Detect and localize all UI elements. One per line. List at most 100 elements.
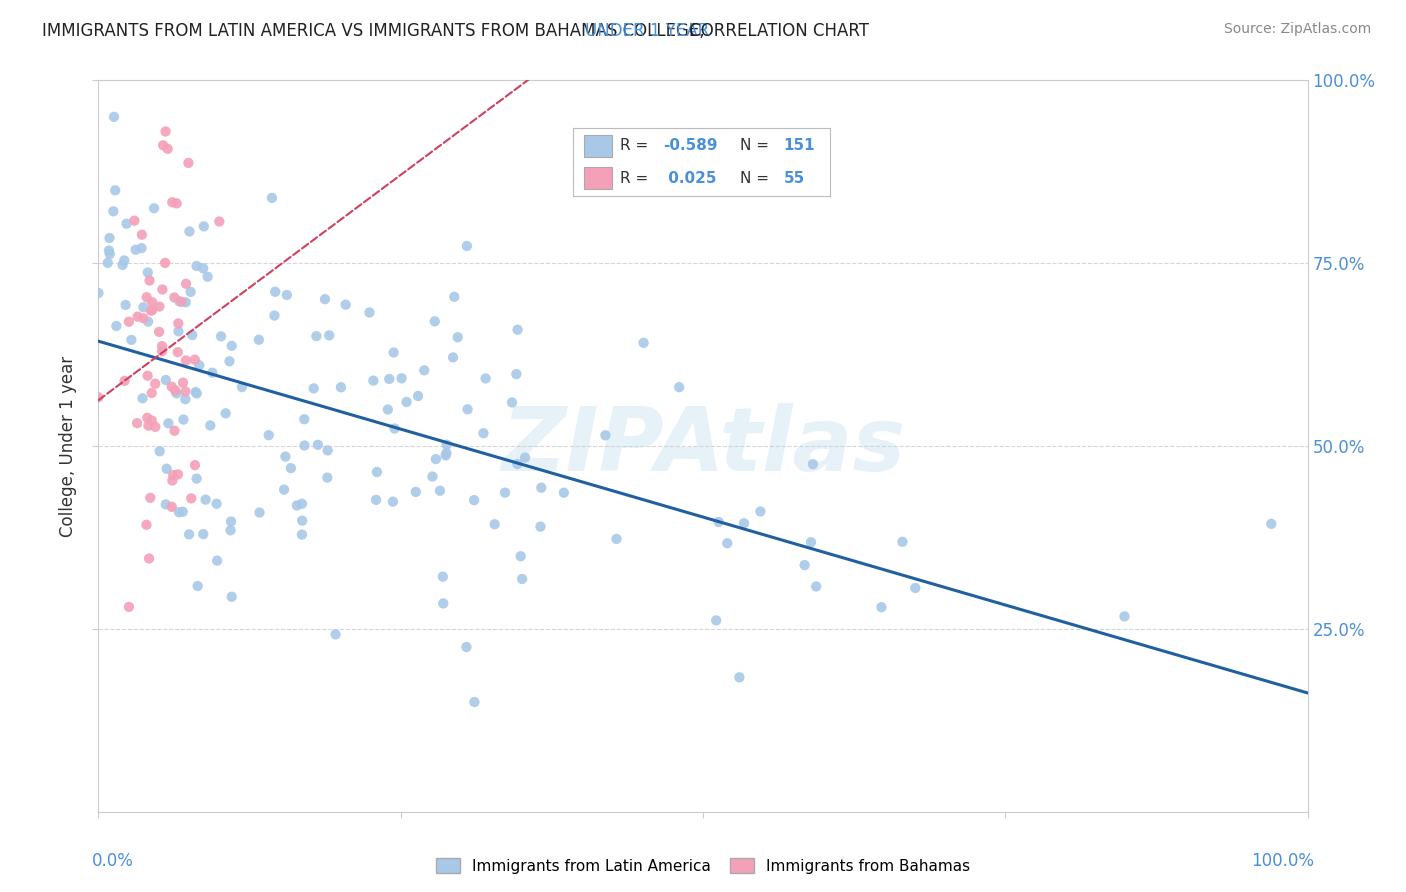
Point <box>806 579 828 593</box>
Point <box>136 368 159 383</box>
Point <box>103 110 125 124</box>
Text: CORRELATION CHART: CORRELATION CHART <box>683 22 869 40</box>
Point <box>97 256 120 270</box>
Point <box>463 493 485 508</box>
Point <box>200 418 222 433</box>
Point <box>510 572 533 586</box>
Point <box>472 426 495 441</box>
Point <box>219 515 242 529</box>
Point <box>457 402 479 417</box>
Point <box>148 300 170 314</box>
Point <box>434 449 457 463</box>
Point <box>139 491 162 505</box>
Point <box>201 366 224 380</box>
Point <box>127 310 149 324</box>
Bar <box>583 167 612 189</box>
Point <box>316 470 339 484</box>
Point <box>553 485 575 500</box>
Point <box>114 298 136 312</box>
Point <box>291 497 314 511</box>
Point <box>273 483 295 497</box>
Text: UNDER 1 YEAR: UNDER 1 YEAR <box>585 22 709 40</box>
Text: 151: 151 <box>783 138 815 153</box>
Point <box>391 371 413 385</box>
Point <box>891 534 914 549</box>
Point <box>170 294 193 309</box>
Point <box>463 695 485 709</box>
Text: N =: N = <box>740 170 773 186</box>
Point <box>260 191 283 205</box>
Point <box>441 351 464 365</box>
Point <box>184 352 207 367</box>
Point <box>359 305 381 319</box>
Point <box>456 640 478 654</box>
Point <box>169 294 191 309</box>
Point <box>193 261 215 276</box>
Point <box>194 492 217 507</box>
Point <box>509 549 531 564</box>
Point <box>118 315 141 329</box>
Point <box>209 329 232 343</box>
Point <box>136 315 159 329</box>
Point <box>163 424 186 438</box>
Point <box>432 569 454 583</box>
Text: R =: R = <box>620 170 652 186</box>
Y-axis label: College, Under 1 year: College, Under 1 year <box>59 355 77 537</box>
Point <box>668 380 690 394</box>
Point <box>172 505 194 519</box>
Point <box>135 517 157 532</box>
Point <box>221 590 243 604</box>
Point <box>292 412 315 426</box>
Point <box>163 290 186 304</box>
Point <box>422 469 444 483</box>
Point <box>155 373 177 387</box>
Point <box>231 380 253 394</box>
Point <box>381 494 404 508</box>
Point <box>633 335 655 350</box>
Point <box>733 516 755 531</box>
Point <box>139 303 162 318</box>
Point <box>325 627 347 641</box>
Bar <box>583 135 612 157</box>
Point <box>221 339 243 353</box>
Point <box>530 481 553 495</box>
Point <box>141 386 163 401</box>
Point <box>316 443 339 458</box>
Point <box>180 491 202 506</box>
Point <box>98 247 121 261</box>
Point <box>105 318 128 333</box>
Point <box>166 196 188 211</box>
Point <box>131 391 153 405</box>
Point <box>595 428 617 442</box>
Point <box>432 596 454 610</box>
Point <box>305 329 328 343</box>
Point <box>793 558 815 572</box>
Point <box>131 227 153 242</box>
Text: R =: R = <box>620 138 652 153</box>
Point <box>167 317 190 331</box>
Point <box>800 535 823 549</box>
Point <box>179 527 201 541</box>
Point <box>314 292 336 306</box>
Point <box>436 446 458 460</box>
Point <box>114 374 136 388</box>
Point <box>307 438 329 452</box>
Text: 0.0%: 0.0% <box>93 852 134 870</box>
Point <box>707 515 730 529</box>
Point <box>378 372 401 386</box>
Point <box>162 468 184 483</box>
Point <box>749 504 772 518</box>
Point <box>143 201 166 215</box>
Point <box>156 142 179 156</box>
Point <box>167 467 190 482</box>
Text: IMMIGRANTS FROM LATIN AMERICA VS IMMIGRANTS FROM BAHAMAS COLLEGE,: IMMIGRANTS FROM LATIN AMERICA VS IMMIGRA… <box>42 22 710 40</box>
Point <box>1260 516 1282 531</box>
Point <box>329 380 352 394</box>
Point <box>447 330 470 344</box>
Point <box>406 389 429 403</box>
Text: ZIPAtlas: ZIPAtlas <box>501 402 905 490</box>
Point <box>513 450 536 465</box>
Point <box>167 505 190 519</box>
Point <box>103 204 125 219</box>
Point <box>162 195 184 210</box>
